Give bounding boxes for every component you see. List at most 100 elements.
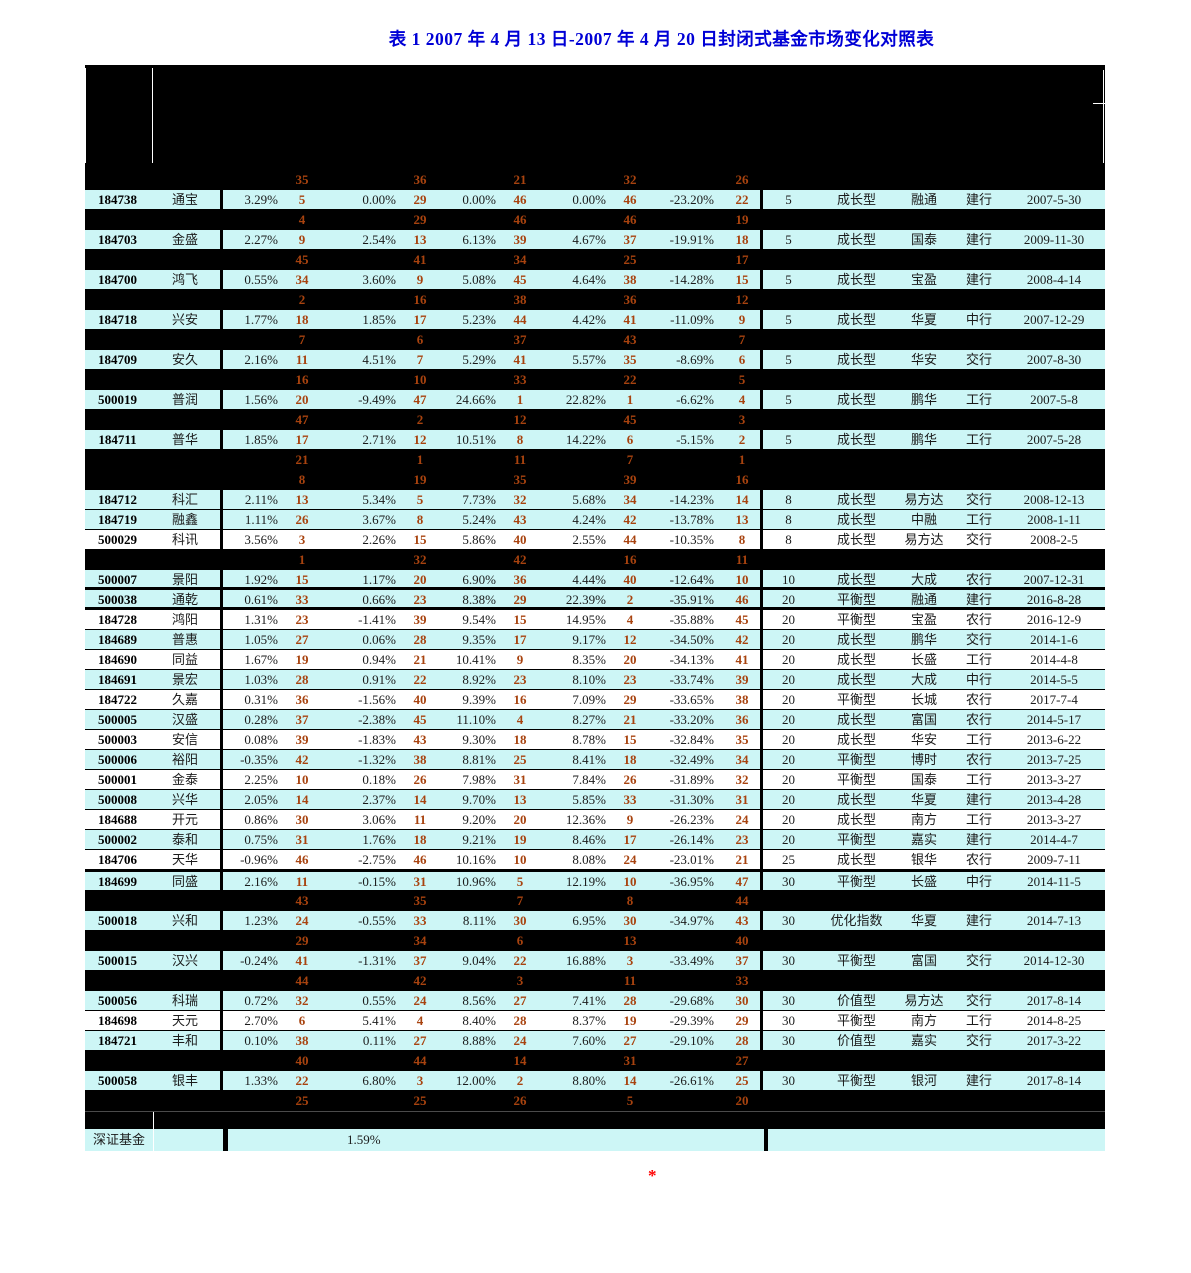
pct-cell xyxy=(434,210,506,230)
rank-cell: 22 xyxy=(295,1073,309,1088)
rank-cell: 38 xyxy=(513,292,527,307)
rank-cell: 17 xyxy=(735,252,749,267)
date-cell: 2014-1-6 xyxy=(1030,632,1078,647)
fund-name-cell: 安信 xyxy=(171,732,198,747)
pct-cell xyxy=(316,971,406,991)
fund-code-cell: 184689 xyxy=(98,632,137,647)
fund-name-cell xyxy=(150,410,220,430)
type-cell: 成长型 xyxy=(836,652,876,667)
pct-cell xyxy=(534,1051,616,1071)
rank-row: 29 34 6 13 40 xyxy=(85,931,1105,951)
pct-cell: -33.49% xyxy=(669,953,714,968)
years-cell xyxy=(760,931,814,951)
pct-cell: -8.69% xyxy=(676,352,714,367)
rank-cell: 20 xyxy=(735,1093,749,1108)
pct-cell: 7.84% xyxy=(572,772,606,787)
pct-cell: 6.80% xyxy=(362,1073,396,1088)
type-cell xyxy=(814,250,899,270)
rank-cell: 18 xyxy=(735,232,749,247)
fund-name-cell: 开元 xyxy=(171,812,198,827)
pct-cell xyxy=(644,1051,724,1071)
company-cell: 华夏 xyxy=(910,792,937,807)
years-cell: 5 xyxy=(760,350,814,369)
pct-cell: 0.72% xyxy=(220,991,288,1010)
bank-cell: 建行 xyxy=(965,192,992,207)
date-cell xyxy=(1009,290,1099,310)
pct-cell: 8.88% xyxy=(462,1033,496,1048)
pct-cell: 8.38% xyxy=(462,592,496,607)
fund-code-cell: 500005 xyxy=(98,712,137,727)
years-cell: 5 xyxy=(760,270,814,289)
date-cell: 2013-3-27 xyxy=(1026,812,1082,827)
rank-cell: 13 xyxy=(295,492,309,507)
pct-cell: -1.83% xyxy=(358,732,396,747)
rank-cell: 43 xyxy=(735,913,749,928)
bank-cell: 中行 xyxy=(965,672,992,687)
company-cell: 宝盈 xyxy=(910,612,937,627)
rank-cell: 19 xyxy=(735,212,749,227)
date-cell xyxy=(1009,370,1099,390)
rank-cell: 29 xyxy=(295,933,309,948)
pct-cell: 0.86% xyxy=(220,810,288,829)
fund-code-cell: 184722 xyxy=(98,692,137,707)
pct-cell: -2.38% xyxy=(358,712,396,727)
type-cell: 成长型 xyxy=(836,712,876,727)
rank-cell: 9 xyxy=(298,232,306,247)
fund-code-cell xyxy=(85,370,150,390)
blank-row-grid-line xyxy=(153,1112,154,1129)
fund-row: 184711 普华 1.85% 17 2.71% 12 10.51% 8 14.22% 6 -5.1… xyxy=(85,430,1105,450)
rank-cell: 25 xyxy=(513,752,527,767)
date-cell: 2007-5-28 xyxy=(1026,432,1082,447)
pct-cell: -34.97% xyxy=(669,913,714,928)
date-cell: 2017-8-14 xyxy=(1026,993,1082,1008)
pct-cell: 2.25% xyxy=(220,770,288,789)
pct-cell: 22.82% xyxy=(565,392,606,407)
pct-cell: 10.16% xyxy=(455,852,496,867)
fund-name-cell: 久嘉 xyxy=(171,692,198,707)
summary-row: 深证基金 1.59% xyxy=(85,1129,1105,1151)
pct-cell: 7.73% xyxy=(462,492,496,507)
pct-cell: 8.10% xyxy=(572,672,606,687)
date-cell: 2007-8-30 xyxy=(1026,352,1082,367)
pct-cell: -34.13% xyxy=(669,652,714,667)
pct-cell xyxy=(644,971,724,991)
rank-cell: 8 xyxy=(738,532,746,547)
pct-cell xyxy=(434,170,506,190)
fund-row: 184700 鸿飞 0.55% 34 3.60% 9 5.08% 45 4.64% 38 -14.2… xyxy=(85,270,1105,290)
pct-cell xyxy=(316,410,406,430)
rank-cell: 6 xyxy=(298,1013,306,1028)
bank-cell xyxy=(949,410,1009,430)
fund-row: 184722 久嘉 0.31% 36 -1.56% 40 9.39% 16 7.09% 29 -33… xyxy=(85,690,1105,710)
rank-cell: 32 xyxy=(513,492,527,507)
rank-cell: 32 xyxy=(295,993,309,1008)
pct-cell: 2.05% xyxy=(220,790,288,809)
bank-cell: 交行 xyxy=(965,993,992,1008)
pct-cell: 0.28% xyxy=(220,710,288,729)
rank-cell: 6 xyxy=(738,352,746,367)
rank-cell: 26 xyxy=(513,1093,527,1108)
fund-row: 184688 开元 0.86% 30 3.06% 11 9.20% 20 12.36% 9 -26.… xyxy=(85,810,1105,830)
type-cell: 成长型 xyxy=(836,272,876,287)
pct-cell xyxy=(534,891,616,911)
pct-cell: 9.30% xyxy=(462,732,496,747)
fund-name-cell: 普华 xyxy=(171,432,198,447)
fund-row: 184709 安久 2.16% 11 4.51% 7 5.29% 41 5.57% 35 -8.69… xyxy=(85,350,1105,370)
fund-name-cell: 景阳 xyxy=(171,572,198,587)
rank-cell: 26 xyxy=(735,172,749,187)
pct-cell xyxy=(534,290,616,310)
date-cell: 2016-12-9 xyxy=(1026,612,1082,627)
rank-cell: 11 xyxy=(623,973,637,988)
rank-cell: 17 xyxy=(513,632,527,647)
pct-cell xyxy=(316,370,406,390)
years-cell xyxy=(760,971,814,991)
type-cell xyxy=(814,170,899,190)
rank-cell: 26 xyxy=(623,772,637,787)
fund-name-cell: 兴和 xyxy=(171,913,198,928)
company-cell xyxy=(899,971,949,991)
fund-code-cell: 184706 xyxy=(98,852,137,867)
company-cell xyxy=(899,1091,949,1111)
type-cell: 平衡型 xyxy=(836,832,876,847)
rank-cell: 37 xyxy=(295,712,309,727)
fund-code-cell: 184712 xyxy=(98,492,137,507)
bank-cell: 交行 xyxy=(965,492,992,507)
